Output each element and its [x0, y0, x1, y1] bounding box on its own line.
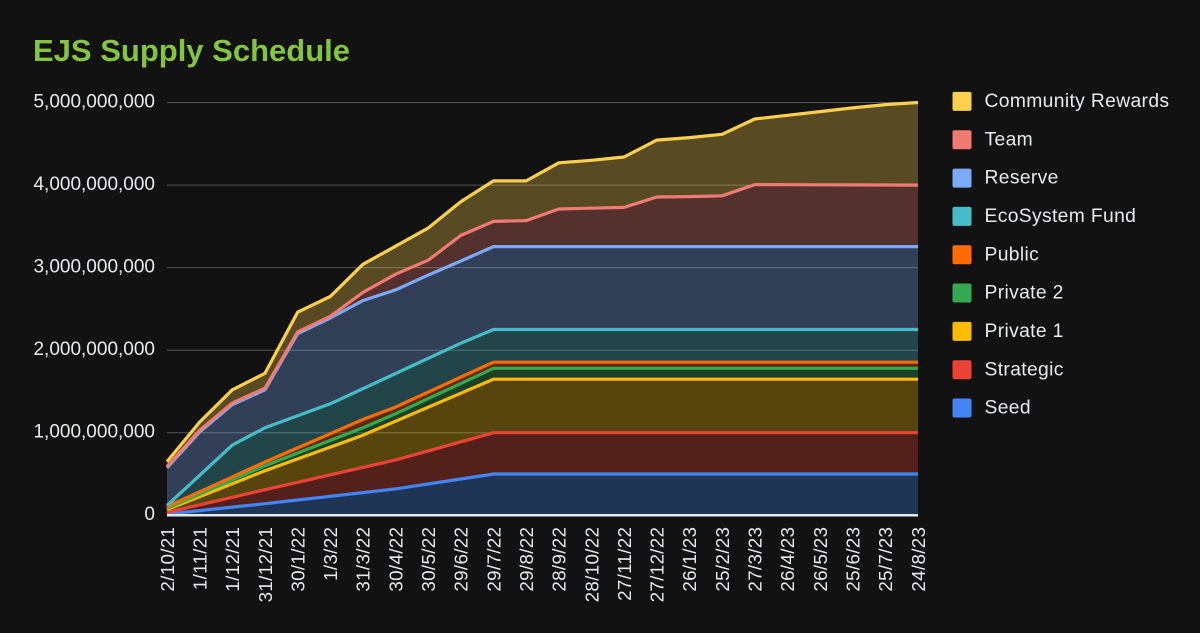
- svg-text:Private 2: Private 2: [985, 283, 1064, 304]
- svg-text:28/10/22: 28/10/22: [581, 527, 602, 603]
- svg-text:4,000,000,000: 4,000,000,000: [33, 174, 155, 195]
- svg-text:30/5/22: 30/5/22: [418, 527, 439, 592]
- svg-text:Seed: Seed: [985, 398, 1031, 419]
- svg-text:31/3/22: 31/3/22: [353, 527, 374, 592]
- svg-text:24/8/23: 24/8/23: [908, 527, 929, 592]
- svg-text:25/2/23: 25/2/23: [712, 527, 733, 592]
- svg-text:29/7/22: 29/7/22: [483, 527, 504, 592]
- svg-text:26/5/23: 26/5/23: [810, 527, 831, 592]
- svg-text:Team: Team: [985, 129, 1034, 150]
- svg-text:28/9/22: 28/9/22: [549, 527, 570, 592]
- svg-text:27/12/22: 27/12/22: [647, 527, 668, 603]
- svg-text:2/10/21: 2/10/21: [157, 527, 178, 592]
- svg-text:Reserve: Reserve: [985, 168, 1059, 189]
- svg-text:29/8/22: 29/8/22: [516, 527, 537, 592]
- svg-text:31/12/21: 31/12/21: [255, 527, 276, 603]
- svg-text:EcoSystem Fund: EcoSystem Fund: [985, 206, 1137, 227]
- svg-text:25/7/23: 25/7/23: [875, 527, 896, 592]
- svg-text:27/11/22: 27/11/22: [614, 527, 635, 601]
- svg-text:Public: Public: [985, 244, 1040, 265]
- svg-text:29/6/22: 29/6/22: [451, 527, 472, 592]
- svg-text:Community Rewards: Community Rewards: [985, 91, 1170, 112]
- svg-text:1/3/22: 1/3/22: [320, 527, 341, 581]
- svg-text:0: 0: [144, 504, 155, 525]
- svg-text:30/1/22: 30/1/22: [287, 527, 308, 592]
- svg-text:26/4/23: 26/4/23: [777, 527, 798, 592]
- svg-text:Strategic: Strategic: [985, 359, 1064, 380]
- svg-text:26/1/23: 26/1/23: [679, 527, 700, 592]
- svg-text:1,000,000,000: 1,000,000,000: [33, 422, 155, 443]
- svg-text:30/4/22: 30/4/22: [385, 527, 406, 592]
- svg-text:1/12/21: 1/12/21: [222, 527, 243, 592]
- svg-text:5,000,000,000: 5,000,000,000: [33, 91, 155, 112]
- svg-text:1/11/21: 1/11/21: [190, 527, 211, 590]
- svg-text:Private 1: Private 1: [985, 321, 1064, 342]
- svg-text:2,000,000,000: 2,000,000,000: [33, 339, 155, 360]
- svg-text:27/3/23: 27/3/23: [745, 527, 766, 592]
- svg-text:25/6/23: 25/6/23: [843, 527, 864, 592]
- svg-text:3,000,000,000: 3,000,000,000: [33, 257, 155, 278]
